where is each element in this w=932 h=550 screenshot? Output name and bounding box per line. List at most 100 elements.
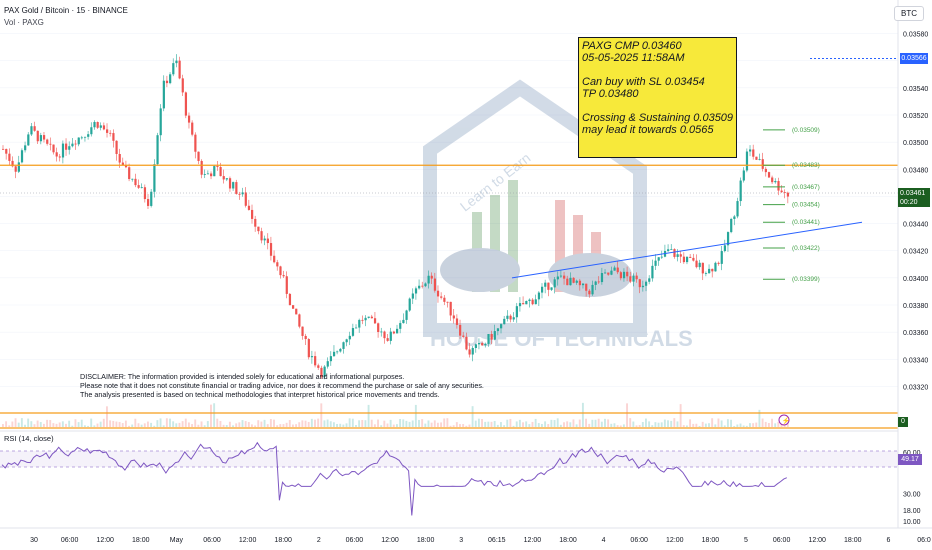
volume-bar [68,420,71,427]
symbol-title[interactable]: PAX Gold / Bitcoin · 15 · BINANCE [4,6,128,15]
candle-body [604,272,607,274]
candle-body [39,135,43,142]
candle-body [232,182,235,189]
currency-tag[interactable]: BTC [894,6,924,21]
volume-bar [651,425,654,427]
volume-bar [540,423,543,427]
candle-body [162,80,165,109]
candle-body [607,272,610,275]
volume-bar [165,418,168,427]
current-price-badge[interactable]: 0.03461 00:20 [898,188,930,207]
candle-body [396,328,399,334]
candle-body [503,318,506,325]
candle-body [512,317,515,320]
candlestick-series[interactable] [2,54,790,380]
candle-body [465,336,468,350]
volume-bar [528,424,531,427]
candle-body [52,144,55,153]
volume-bar [616,425,619,427]
candle-body [462,335,465,337]
price-tick-label: 0.03400 [903,276,928,283]
volume-bar [288,420,291,427]
volume-bar [764,421,767,427]
time-tick-label: 06:00 [630,537,648,544]
candle-body [90,127,93,135]
candle-body [304,335,307,340]
volume-bar [17,422,20,427]
candle-body [563,275,566,279]
candle-body [194,134,197,152]
candle-body [251,209,254,219]
volume-bar [490,421,493,427]
volume-bar [389,419,392,427]
candle-body [468,349,471,355]
candle-body [711,268,714,272]
volume-bar [723,425,726,427]
volume-bar [175,423,178,427]
rsi-line[interactable] [1,441,788,516]
candle-body [222,176,225,180]
price-axis[interactable]: 0.035800.035600.035400.035200.035000.034… [903,32,928,392]
volume-bar [645,418,647,427]
candle-body [736,201,739,217]
candle-body [20,150,24,163]
volume-bar [522,422,524,427]
volume-bar [708,423,710,427]
volume-bar [780,423,783,427]
lightning-icon[interactable] [778,414,790,426]
time-axis[interactable]: 30 06:00 12:00 18:00 May 06:00 12:00 18:00 2 06:0… [30,537,931,544]
candle-body [641,285,645,288]
volume-bar [761,418,764,427]
candle-body [610,270,613,275]
candle-body [30,126,33,135]
volume-bar [525,421,528,427]
volume-bar [71,425,74,427]
candle-body [575,280,578,283]
candle-body [459,324,462,336]
volume-bar [544,421,547,427]
candle-body [449,301,452,316]
volume-bar [184,418,187,427]
candle-body [726,232,730,246]
candle-body [739,180,742,202]
volume-bar [786,422,789,427]
volume-bar [143,423,146,427]
volume-bar [767,423,770,427]
volume-bar [241,420,244,427]
volume-bar [370,419,373,427]
candle-body [389,331,392,341]
candle-body [443,297,446,302]
candle-body [629,276,632,282]
time-tick-label: 3 [459,537,463,544]
candle-body [358,319,361,328]
candle-body [99,125,102,128]
note-line: TP 0.03480 [582,88,639,100]
volume-legend[interactable]: Vol · PAXG [4,18,44,27]
level-label: (0.03422) [792,245,820,252]
candle-body [87,134,90,137]
volume-bar [339,423,342,427]
analysis-note[interactable]: PAXG CMP 0.03460 05-05-2025 11:58AM Can … [578,37,737,158]
candle-body [380,331,383,333]
rsi-legend[interactable]: RSI (14, close) [4,434,54,443]
trendline[interactable] [511,221,863,279]
candle-body [692,257,695,261]
volume-bar [187,422,190,427]
volume-bar [80,419,83,427]
level-label: (0.03454) [792,202,820,209]
candle-body [585,283,588,291]
candle-body [638,279,641,288]
volume-bar [396,424,398,427]
volume-bar [443,418,446,427]
candle-body [556,276,559,280]
volume-bar [749,423,751,427]
candle-body [767,172,771,178]
chart-grid [0,33,898,387]
candle-body [657,257,660,261]
candle-body [310,356,314,358]
candle-body [370,316,373,319]
candle-body [708,268,711,274]
price-tick-label: 0.03420 [903,249,928,256]
time-tick-label: 18:00 [559,537,577,544]
